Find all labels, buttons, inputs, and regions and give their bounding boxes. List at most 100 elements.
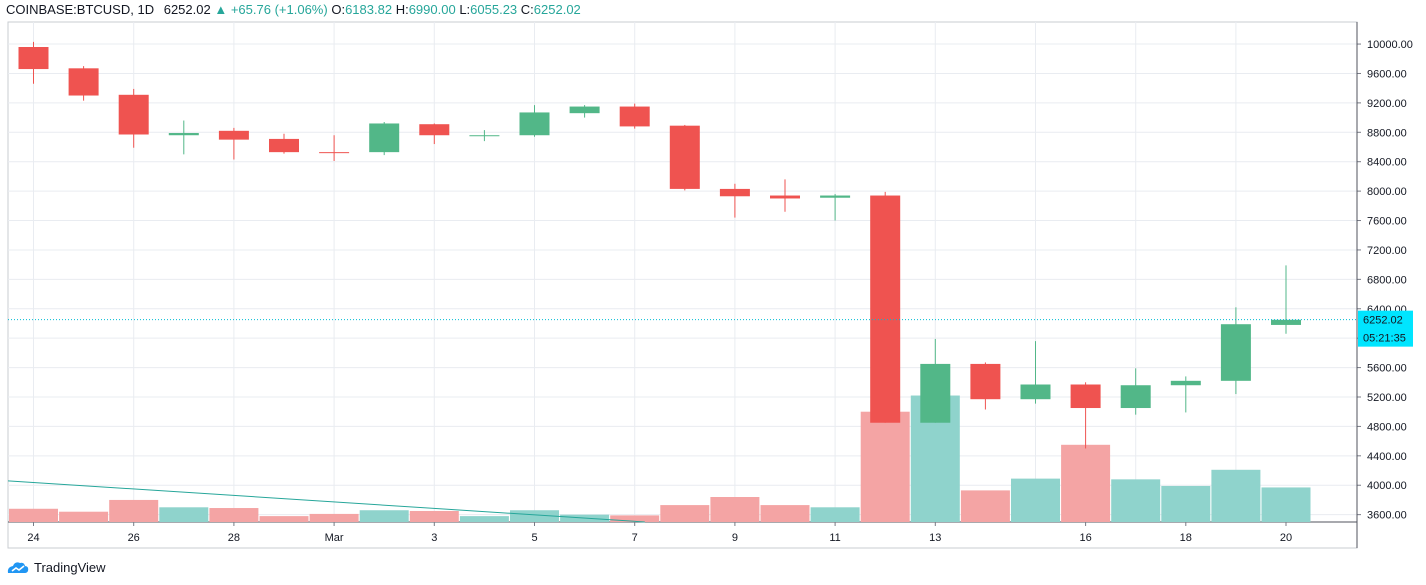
candle-body[interactable] xyxy=(920,363,951,423)
candle-body[interactable] xyxy=(619,106,650,127)
volume-bar xyxy=(1111,479,1161,522)
volume-bar xyxy=(9,508,58,522)
y-tick-label: 6800.00 xyxy=(1367,274,1407,286)
candle-body[interactable] xyxy=(68,68,99,96)
y-tick-label: 4000.00 xyxy=(1367,480,1407,492)
candle-body[interactable] xyxy=(1170,380,1201,386)
x-tick-label: 16 xyxy=(1079,532,1091,544)
volume-bar xyxy=(309,513,359,522)
volume-bar xyxy=(960,490,1010,522)
y-tick-label: 3600.00 xyxy=(1367,510,1407,522)
y-tick-label: 10000.00 xyxy=(1367,39,1413,51)
volume-bar xyxy=(760,505,810,522)
volume-bar xyxy=(810,507,860,522)
volume-bar xyxy=(259,516,309,522)
volume-bar xyxy=(459,516,509,522)
tradingview-label: TradingView xyxy=(34,560,106,575)
x-tick-label: 28 xyxy=(228,532,240,544)
y-tick-label: 9200.00 xyxy=(1367,98,1407,110)
candle-body[interactable] xyxy=(1271,319,1301,325)
y-tick-label: 5200.00 xyxy=(1367,392,1407,404)
y-tick-label: 5600.00 xyxy=(1367,363,1407,375)
candle-body[interactable] xyxy=(970,363,1001,400)
change-arrow-icon: ▲ xyxy=(214,2,228,17)
high-value: 6990.00 xyxy=(408,2,456,17)
candle-body[interactable] xyxy=(820,195,851,198)
low-label: L: xyxy=(459,2,471,17)
candle-body[interactable] xyxy=(218,130,249,140)
y-tick-label: 4400.00 xyxy=(1367,451,1407,463)
volume-bar xyxy=(710,497,760,522)
close-label: C: xyxy=(520,2,534,17)
candle-body[interactable] xyxy=(1220,324,1251,381)
candle-body[interactable] xyxy=(870,195,901,423)
candle-body[interactable] xyxy=(419,124,450,136)
candle-body[interactable] xyxy=(770,195,800,199)
y-tick-label: 4800.00 xyxy=(1367,421,1407,433)
candle-body[interactable] xyxy=(269,138,299,153)
volume-bar xyxy=(209,508,259,522)
candle-body[interactable] xyxy=(319,152,350,154)
volume-bar xyxy=(109,499,159,522)
y-tick-label: 8800.00 xyxy=(1367,127,1407,139)
candle-body[interactable] xyxy=(1120,385,1151,409)
volume-bar xyxy=(159,507,209,522)
trendline[interactable] xyxy=(7,480,645,523)
open-value: 6183.82 xyxy=(345,2,393,17)
candle-body[interactable] xyxy=(519,112,550,136)
y-tick-label: 7200.00 xyxy=(1367,245,1407,257)
y-tick-label: 8400.00 xyxy=(1367,157,1407,169)
x-tick-label: 13 xyxy=(929,532,941,544)
close-value: 6252.02 xyxy=(533,2,581,17)
open-label: O: xyxy=(331,2,346,17)
candle-body[interactable] xyxy=(719,188,750,197)
candle-body[interactable] xyxy=(18,47,49,70)
volume-bar xyxy=(510,510,559,522)
x-tick-label: 5 xyxy=(531,532,537,544)
x-tick-label: 11 xyxy=(829,532,840,544)
bar-countdown-label: 05:21:35 xyxy=(1363,333,1406,345)
volume-bar xyxy=(1061,444,1111,522)
high-label: H: xyxy=(395,2,409,17)
candle-body[interactable] xyxy=(469,135,500,137)
x-tick-label: 7 xyxy=(632,532,638,544)
volume-bar xyxy=(610,515,660,522)
tradingview-logo-icon xyxy=(7,562,29,573)
candle-body[interactable] xyxy=(168,133,199,136)
x-tick-label: 20 xyxy=(1280,532,1292,544)
plot-frame xyxy=(7,21,1358,549)
candle-body[interactable] xyxy=(118,94,149,135)
x-tick-label: 26 xyxy=(128,532,140,544)
volume-bar xyxy=(1161,485,1211,522)
chart-legend: COINBASE:BTCUSD, 1D 6252.02 ▲ +65.76 (+1… xyxy=(6,1,581,19)
volume-bar xyxy=(409,510,459,522)
y-tick-label: 9600.00 xyxy=(1367,68,1407,80)
tradingview-branding[interactable]: TradingView xyxy=(6,559,106,577)
low-value: 6055.23 xyxy=(470,2,518,17)
candle-body[interactable] xyxy=(669,125,700,189)
x-tick-label: Mar xyxy=(325,532,344,544)
y-tick-label: 7600.00 xyxy=(1367,216,1407,228)
candle-body[interactable] xyxy=(1020,384,1051,400)
candle-body[interactable] xyxy=(569,106,600,114)
x-tick-label: 9 xyxy=(732,532,738,544)
last-price-tag xyxy=(1358,310,1413,347)
volume-bar xyxy=(660,505,710,522)
volume-bar xyxy=(359,510,409,522)
price-change: +65.76 (+1.06%) xyxy=(230,2,328,17)
x-tick-label: 18 xyxy=(1180,532,1192,544)
last-price-label: 6252.02 xyxy=(1363,315,1403,327)
volume-bar xyxy=(1011,478,1060,522)
volume-bar xyxy=(59,511,109,522)
symbol-label[interactable]: COINBASE:BTCUSD, 1D xyxy=(6,2,155,17)
y-tick-label: 8000.00 xyxy=(1367,186,1407,198)
x-tick-label: 24 xyxy=(27,532,39,544)
last-price: 6252.02 xyxy=(163,2,211,17)
volume-bar xyxy=(860,411,910,522)
volume-bar xyxy=(1261,487,1311,522)
candle-body[interactable] xyxy=(1070,384,1101,409)
x-tick-label: 3 xyxy=(431,532,437,544)
volume-bar xyxy=(1211,469,1261,522)
candle-body[interactable] xyxy=(369,123,400,153)
